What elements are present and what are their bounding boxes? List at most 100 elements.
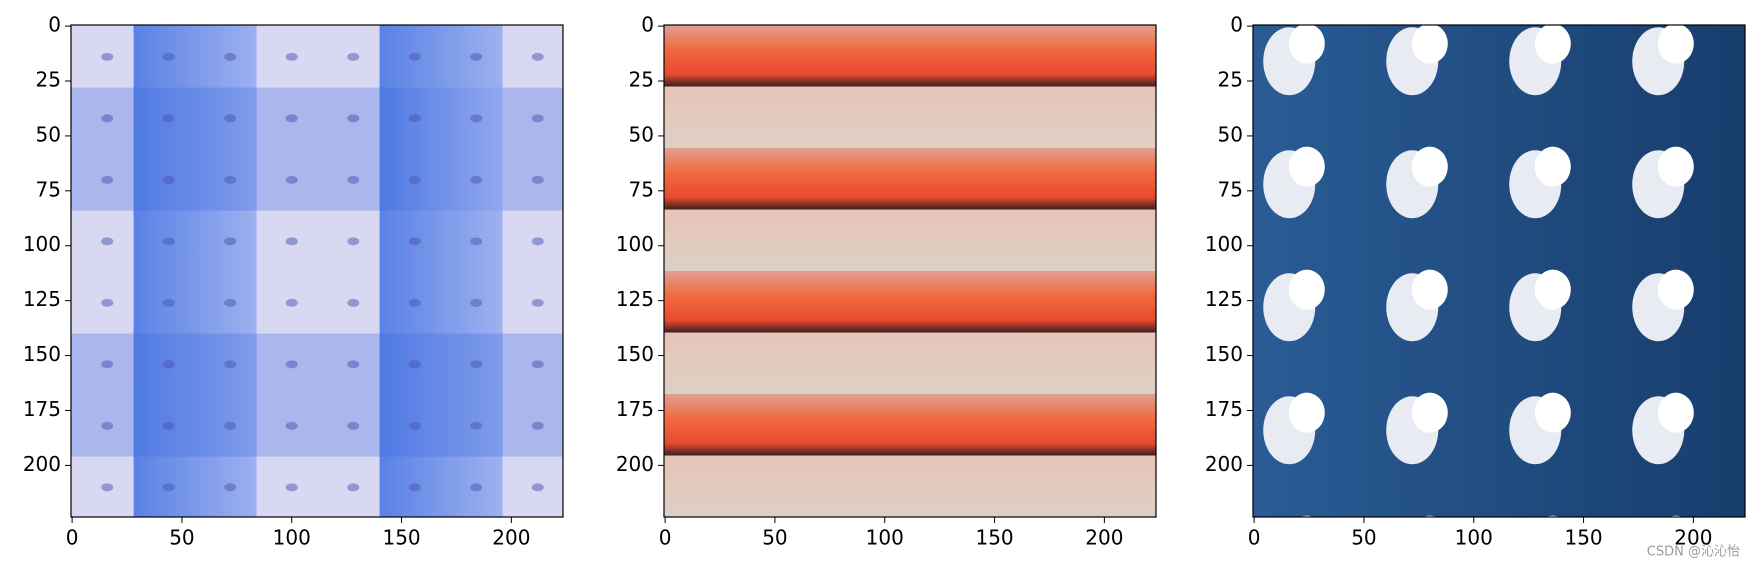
image-blob	[285, 360, 298, 369]
image-cloud	[1411, 269, 1448, 310]
image-blob	[101, 114, 114, 123]
y-tick-label: 0	[48, 13, 61, 37]
y-tick-label: 200	[23, 452, 61, 476]
image-blob	[285, 114, 298, 123]
x-tick-label: 100	[866, 526, 904, 550]
y-tick-label: 75	[36, 177, 61, 201]
x-tick-label: 150	[382, 526, 420, 550]
image-tile	[71, 333, 563, 457]
x-tick-label: 50	[762, 526, 787, 550]
y-tick-label: 150	[23, 342, 61, 366]
image-cloud	[1657, 392, 1694, 433]
image-blob	[285, 237, 298, 246]
image-cloud	[1411, 146, 1448, 187]
axes-frame	[70, 24, 564, 518]
image-blob	[224, 52, 237, 61]
image-blob	[285, 175, 298, 184]
image-cloud	[1386, 519, 1438, 569]
image-blob	[162, 360, 175, 369]
image-cloud	[1534, 25, 1571, 64]
image-cloud	[1423, 515, 1437, 517]
image-blob	[224, 360, 237, 369]
image-blob	[224, 237, 237, 246]
y-tick-label: 75	[1218, 177, 1243, 201]
image	[664, 25, 1156, 517]
x-tick-label: 150	[1564, 526, 1602, 550]
image	[71, 25, 563, 517]
image-blob	[531, 298, 544, 307]
image-blob	[162, 298, 175, 307]
image-blob	[408, 298, 421, 307]
image-blob	[285, 298, 298, 307]
image-blob	[408, 360, 421, 369]
image-blob	[162, 237, 175, 246]
image-tile	[664, 86, 1156, 148]
image-blob	[531, 52, 544, 61]
image-blob	[285, 421, 298, 430]
image-blob	[347, 483, 360, 492]
image-blob	[101, 421, 114, 430]
y-tick-label: 25	[629, 68, 654, 92]
image-cloud	[1411, 392, 1448, 433]
image-blob	[224, 483, 237, 492]
image-cloud	[1288, 269, 1325, 310]
image-cloud	[1288, 25, 1325, 64]
image-tile	[664, 25, 1156, 87]
image-blob	[224, 298, 237, 307]
x-tick-label: 100	[1455, 526, 1493, 550]
image-blob	[162, 114, 175, 123]
y-tick-label: 0	[641, 13, 654, 37]
image-blob	[470, 52, 483, 61]
y-tick-label: 100	[616, 232, 654, 256]
image-cloud	[1534, 392, 1571, 433]
image-blob	[101, 237, 114, 246]
image-blob	[470, 175, 483, 184]
image-tile	[664, 394, 1156, 456]
image-blob	[101, 360, 114, 369]
image-cloud	[1263, 519, 1315, 569]
image-blob	[285, 52, 298, 61]
image-blob	[408, 114, 421, 123]
image-tile	[664, 332, 1156, 394]
image-blob	[408, 421, 421, 430]
image-blob	[347, 52, 360, 61]
y-tick-label: 150	[616, 342, 654, 366]
image-tile	[664, 148, 1156, 210]
image-cloud	[1288, 146, 1325, 187]
image-blob	[347, 114, 360, 123]
image-blob	[162, 483, 175, 492]
image-blob	[162, 175, 175, 184]
image-cloud	[1300, 515, 1314, 517]
image-blob	[531, 483, 544, 492]
axes-frame	[663, 24, 1157, 518]
x-tick-label: 150	[975, 526, 1013, 550]
image-blob	[470, 114, 483, 123]
y-tick-label: 75	[629, 177, 654, 201]
image-blob	[531, 360, 544, 369]
y-tick-label: 175	[616, 397, 654, 421]
y-tick-label: 175	[1205, 397, 1243, 421]
y-tick-label: 25	[1218, 68, 1243, 92]
image-blob	[101, 175, 114, 184]
image-tile	[664, 271, 1156, 333]
image-blob	[224, 421, 237, 430]
image-blob	[347, 298, 360, 307]
image	[1253, 25, 1745, 569]
y-tick-label: 125	[1205, 287, 1243, 311]
y-tick-label: 175	[23, 397, 61, 421]
image-blob	[470, 298, 483, 307]
y-tick-label: 25	[36, 68, 61, 92]
image-blob	[470, 360, 483, 369]
y-tick-label: 200	[1205, 452, 1243, 476]
image-cloud	[1411, 25, 1448, 64]
x-tick-label: 100	[273, 526, 311, 550]
image-blob	[408, 175, 421, 184]
image-cloud	[1657, 25, 1694, 64]
image-blob	[162, 421, 175, 430]
image-tile	[664, 455, 1156, 517]
image-blob	[531, 237, 544, 246]
image-cloud	[1657, 146, 1694, 187]
axes-frame	[1252, 24, 1746, 518]
image-cloud	[1509, 519, 1561, 569]
y-tick-label: 50	[36, 122, 61, 146]
